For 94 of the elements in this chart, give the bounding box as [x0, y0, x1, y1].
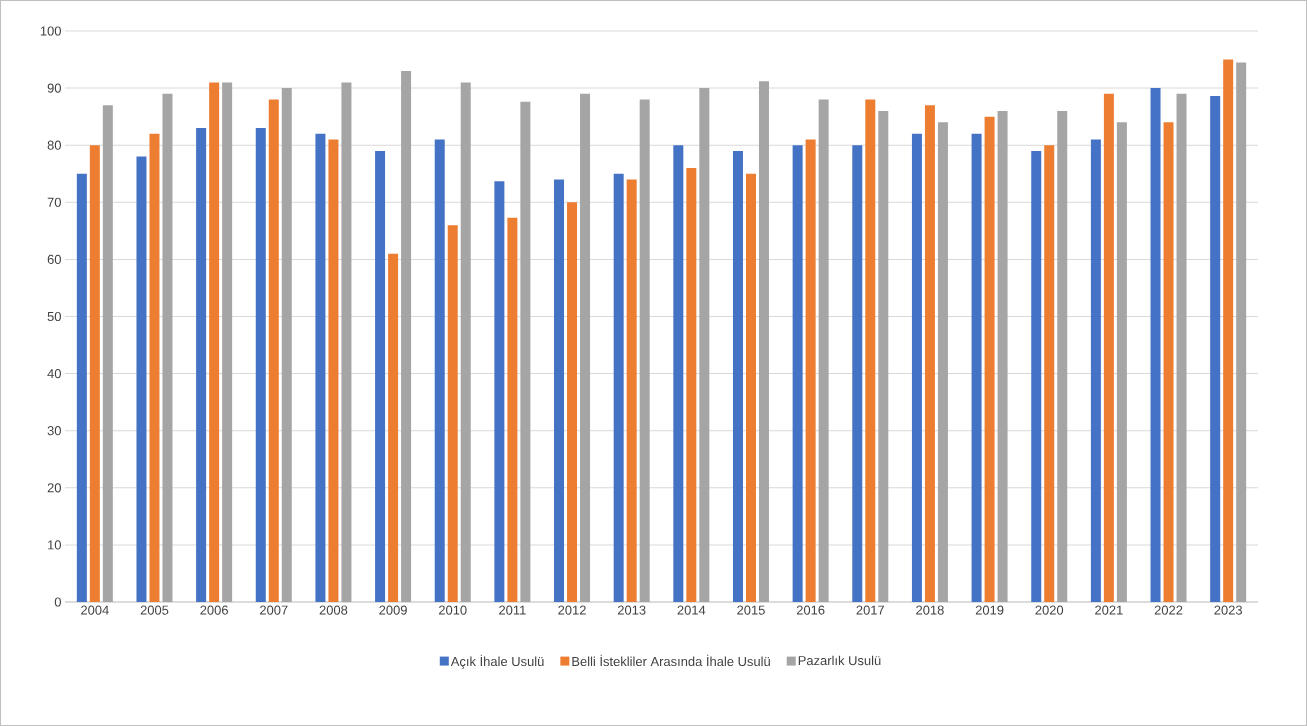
x-tick-label: 2006 [200, 605, 228, 615]
x-tick-label: 2011 [499, 605, 526, 615]
x-tick-label: 2015 [737, 605, 765, 615]
y-tick-label: 0 [54, 597, 61, 607]
y-tick-label: 90 [47, 83, 61, 93]
x-tick-label: 2020 [1035, 605, 1064, 615]
bar [699, 88, 710, 602]
bar [818, 99, 829, 602]
bar [852, 145, 863, 602]
y-tick-label: 10 [48, 540, 61, 550]
bar [222, 82, 233, 602]
bar [878, 110, 889, 602]
bar [567, 202, 578, 602]
bar [745, 173, 756, 602]
x-tick-label: 2018 [916, 605, 944, 615]
bar [984, 116, 995, 602]
bar [281, 88, 292, 602]
bar [1031, 150, 1042, 602]
x-tick-label: 2010 [438, 605, 467, 615]
bar [1103, 93, 1114, 602]
bar [971, 133, 982, 602]
bar [580, 93, 591, 602]
bar [924, 105, 935, 602]
legend-label: Pazarlık Usulü [798, 655, 881, 666]
bar [686, 168, 697, 602]
bar [1116, 122, 1127, 602]
bar [149, 133, 160, 602]
x-tick-label: 2013 [617, 605, 646, 615]
bar [554, 179, 565, 602]
bar [1163, 122, 1174, 602]
bar [732, 150, 743, 602]
x-tick-label: 2007 [260, 605, 288, 615]
bar [388, 253, 399, 602]
legend-label: Belli İstekliler Arasında İhale Usulü [572, 654, 770, 667]
x-tick-label: 2009 [379, 605, 407, 615]
bar [268, 99, 279, 602]
bar [255, 128, 266, 602]
bar [613, 173, 624, 602]
bar [805, 139, 816, 602]
bar [626, 179, 637, 602]
bar [865, 99, 876, 602]
bar [196, 128, 207, 602]
x-tick-label: 2017 [856, 605, 885, 615]
bar [460, 82, 471, 602]
bar [792, 145, 803, 602]
bar [1223, 59, 1234, 602]
bar [1210, 96, 1221, 602]
y-tick-label: 70 [47, 197, 61, 207]
bar [162, 93, 173, 602]
bar [401, 70, 412, 602]
y-tick-label: 40 [47, 369, 61, 379]
bar [639, 99, 650, 602]
bar [1090, 139, 1101, 602]
bar [209, 82, 220, 602]
x-tick-label: 2023 [1214, 605, 1243, 615]
bar [673, 145, 684, 602]
bar [758, 81, 769, 602]
bar [1057, 110, 1068, 602]
bar [507, 217, 518, 602]
bar [76, 173, 87, 602]
x-tick-label: 2022 [1154, 605, 1183, 615]
bar [102, 105, 113, 602]
bar [375, 150, 386, 602]
x-tick-label: 2019 [975, 605, 1004, 615]
x-tick-label: 2005 [140, 605, 169, 615]
bar [328, 139, 339, 602]
bar [89, 145, 100, 602]
x-tick-label: 2021 [1095, 605, 1123, 615]
bar [136, 156, 147, 602]
bar [520, 101, 531, 602]
bar [997, 110, 1008, 602]
bar [1044, 145, 1055, 602]
x-tick-label: 2004 [81, 605, 109, 615]
y-tick-label: 100 [40, 26, 61, 36]
y-tick-label: 30 [47, 426, 61, 436]
bar [1150, 88, 1161, 602]
bar [937, 122, 948, 602]
legend-label: Açık İhale Usulü [450, 654, 544, 669]
x-tick-label: 2016 [796, 605, 825, 615]
y-tick-label: 80 [47, 140, 61, 150]
bar [315, 133, 326, 602]
bar [447, 225, 458, 602]
bar [341, 82, 352, 602]
bar [1176, 93, 1187, 602]
bar [494, 181, 505, 602]
x-tick-label: 2012 [558, 605, 586, 615]
x-tick-label: 2014 [677, 605, 706, 615]
bar [434, 139, 445, 602]
bar [1236, 62, 1247, 602]
y-tick-label: 20 [47, 483, 61, 493]
x-tick-label: 2008 [319, 605, 348, 615]
bar [911, 133, 922, 602]
y-tick-label: 50 [47, 311, 61, 322]
y-tick-label: 60 [47, 254, 61, 264]
